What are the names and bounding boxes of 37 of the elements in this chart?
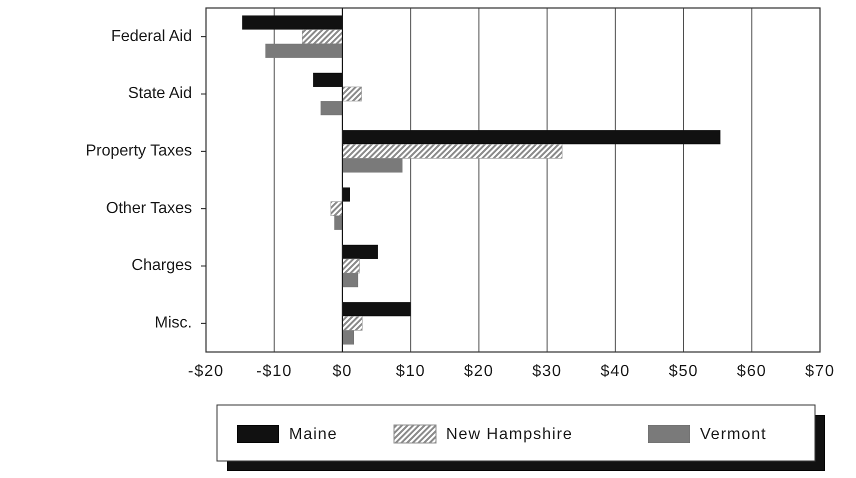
y-tick-label: Other Taxes <box>106 200 192 217</box>
x-tick-label: $30 <box>532 363 562 380</box>
bar <box>342 302 411 316</box>
bar <box>342 130 720 144</box>
bar <box>334 216 342 230</box>
legend-label: New Hampshire <box>446 426 573 444</box>
x-tick-label: $20 <box>464 363 494 380</box>
x-tick-label: $50 <box>668 363 698 380</box>
bar <box>330 201 343 216</box>
legend-label: Maine <box>289 426 338 444</box>
y-tick-label: Property Taxes <box>86 142 192 160</box>
x-tick-label: $60 <box>736 363 767 380</box>
y-tick-label: State Aid <box>128 85 192 102</box>
bar <box>320 101 342 116</box>
legend-label: Vermont <box>700 426 767 444</box>
bar <box>313 72 342 87</box>
bar <box>265 44 342 58</box>
bar <box>342 187 350 202</box>
x-tick-label: $0 <box>332 363 352 380</box>
bar <box>342 86 362 102</box>
x-tick-label: $70 <box>805 363 835 380</box>
bar <box>302 29 343 44</box>
bar <box>342 244 378 259</box>
x-tick-label: $10 <box>396 363 426 380</box>
bar <box>242 15 342 30</box>
bar <box>342 158 402 173</box>
bar <box>342 316 362 331</box>
bar <box>342 330 354 345</box>
x-tick-label: -$10 <box>256 363 292 380</box>
y-tick-label: Charges <box>132 257 192 274</box>
x-tick-label: $40 <box>600 363 630 380</box>
bar <box>342 144 562 159</box>
bar <box>342 258 360 274</box>
x-tick-label: -$20 <box>188 363 224 380</box>
bar <box>342 273 358 288</box>
y-tick-label: Misc. <box>154 314 192 332</box>
y-tick-label: Federal Aid <box>111 28 192 45</box>
